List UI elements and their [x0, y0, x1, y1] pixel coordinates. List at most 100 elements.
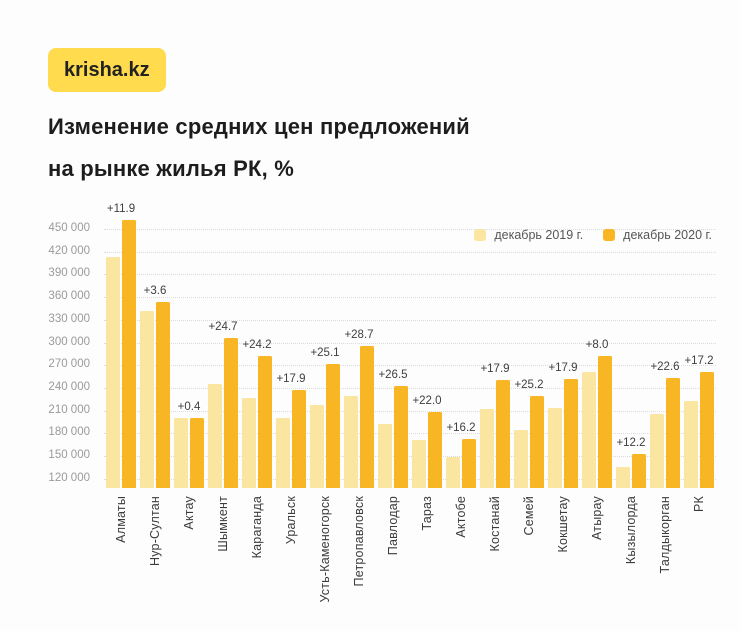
- bar-dec-2019: [582, 372, 596, 488]
- gridline: [104, 319, 716, 321]
- chart-legend: декабрь 2019 г. декабрь 2020 г.: [474, 228, 712, 242]
- x-cell: Петропавловск: [342, 496, 376, 628]
- bar-chart: 450 000 420 000 390 000 360 000 330 000 300 0…: [0, 198, 740, 628]
- change-label: +17.9: [276, 373, 306, 385]
- y-tick-label: 240 000: [48, 381, 90, 394]
- change-label: +24.2: [242, 339, 272, 351]
- bar-dec-2019: [446, 457, 460, 488]
- gridline: [104, 229, 716, 231]
- change-label: +28.7: [344, 329, 374, 341]
- x-tick-label: Петропавловск: [352, 496, 366, 587]
- x-tick-label: Актау: [182, 496, 196, 530]
- x-tick-label: Костанай: [488, 496, 502, 552]
- x-tick-label: Нур-Султан: [148, 496, 162, 566]
- gridline: [104, 478, 716, 480]
- change-label: +17.9: [548, 362, 578, 374]
- plot-area: +11.9 +3.6 +0.4 +24.7 +24.2 +17.9 +25.1 +28.7 +2…: [104, 198, 716, 488]
- bar-dec-2020: [462, 439, 476, 488]
- x-tick-label: Караганда: [250, 496, 264, 559]
- bar-dec-2020: [224, 338, 238, 488]
- bar-dec-2019: [106, 257, 120, 488]
- bar-dec-2019: [684, 401, 698, 488]
- bar-group: +22.0: [410, 198, 444, 488]
- bar-group: +0.4: [172, 198, 206, 488]
- x-cell: Павлодар: [376, 496, 410, 628]
- bar-dec-2020: [190, 418, 204, 488]
- bar-group: +8.0: [580, 198, 614, 488]
- krisha-logo-badge[interactable]: krisha.kz: [48, 48, 166, 92]
- chart-title-line1: Изменение средних цен предложений: [48, 114, 470, 139]
- bar-group: +17.9: [546, 198, 580, 488]
- bar-dec-2020: [258, 356, 272, 488]
- change-label: +22.6: [650, 361, 680, 373]
- bar-dec-2019: [650, 414, 664, 488]
- bar-dec-2020: [666, 378, 680, 488]
- bar-dec-2020: [292, 390, 306, 488]
- change-label: +12.2: [616, 437, 646, 449]
- change-label: +24.7: [208, 321, 238, 333]
- bar-dec-2019: [276, 418, 290, 488]
- bar-dec-2019: [616, 467, 630, 488]
- x-cell: Актау: [172, 496, 206, 628]
- bar-group: +24.2: [240, 198, 274, 488]
- x-cell: Костанай: [478, 496, 512, 628]
- change-label: +16.2: [446, 422, 476, 434]
- bar-group: +26.5: [376, 198, 410, 488]
- y-tick-label: 450 000: [48, 222, 90, 235]
- bar-group: +12.2: [614, 198, 648, 488]
- bar-dec-2019: [378, 424, 392, 488]
- y-tick-label: 390 000: [48, 267, 90, 280]
- bar-dec-2019: [208, 384, 222, 488]
- gridline: [104, 251, 716, 253]
- bar-dec-2020: [564, 379, 578, 488]
- x-cell: Атырау: [580, 496, 614, 628]
- change-label: +22.0: [412, 395, 442, 407]
- x-tick-label: Усть-Каменогорск: [318, 496, 332, 603]
- bar-dec-2019: [514, 430, 528, 488]
- change-label: +17.9: [480, 363, 510, 375]
- x-tick-label: Кокшетау: [556, 496, 570, 553]
- bar-dec-2020: [394, 386, 408, 488]
- change-label: +25.2: [514, 379, 544, 391]
- x-tick-label: Семей: [522, 496, 536, 536]
- gridline: [104, 410, 716, 412]
- gridline: [104, 342, 716, 344]
- x-tick-label: Талдыкорган: [658, 496, 672, 574]
- y-tick-label: 150 000: [48, 449, 90, 462]
- legend-label: декабрь 2020 г.: [623, 228, 712, 242]
- change-label: +25.1: [310, 347, 340, 359]
- change-label: +3.6: [143, 285, 167, 297]
- bar-dec-2019: [412, 440, 426, 488]
- y-tick-label: 120 000: [48, 471, 90, 484]
- bar-group: +17.9: [478, 198, 512, 488]
- y-axis: 450 000 420 000 390 000 360 000 330 000 300 0…: [0, 198, 96, 488]
- chart-title: Изменение средних цен предложений на рын…: [48, 106, 470, 190]
- x-cell: Нур-Султан: [138, 496, 172, 628]
- x-axis: Алматы Нур-Султан Актау Шымкент Караганда Ура…: [104, 496, 716, 628]
- bar-group: +24.7: [206, 198, 240, 488]
- bar-group: +25.2: [512, 198, 546, 488]
- x-cell: Алматы: [104, 496, 138, 628]
- krisha-logo-text: krisha.kz: [64, 59, 150, 81]
- bar-group: +11.9: [104, 198, 138, 488]
- bar-dec-2019: [344, 396, 358, 488]
- x-tick-label: Актобе: [454, 496, 468, 538]
- bar-dec-2019: [140, 311, 154, 488]
- bar-group: +3.6: [138, 198, 172, 488]
- bar-group: +16.2: [444, 198, 478, 488]
- bar-group: +17.2: [682, 198, 716, 488]
- gridline: [104, 456, 716, 458]
- bar-dec-2020: [598, 356, 612, 488]
- bar-dec-2020: [428, 412, 442, 488]
- x-tick-label: Кызылорда: [624, 496, 638, 565]
- x-tick-label: Шымкент: [216, 496, 230, 552]
- y-tick-label: 210 000: [48, 403, 90, 416]
- bar-dec-2020: [530, 396, 544, 488]
- x-cell: Кокшетау: [546, 496, 580, 628]
- x-cell: Караганда: [240, 496, 274, 628]
- bar-dec-2019: [174, 418, 188, 488]
- gridline: [104, 433, 716, 435]
- x-tick-label: Уральск: [284, 496, 298, 545]
- bar-group: +22.6: [648, 198, 682, 488]
- x-cell: Усть-Каменогорск: [308, 496, 342, 628]
